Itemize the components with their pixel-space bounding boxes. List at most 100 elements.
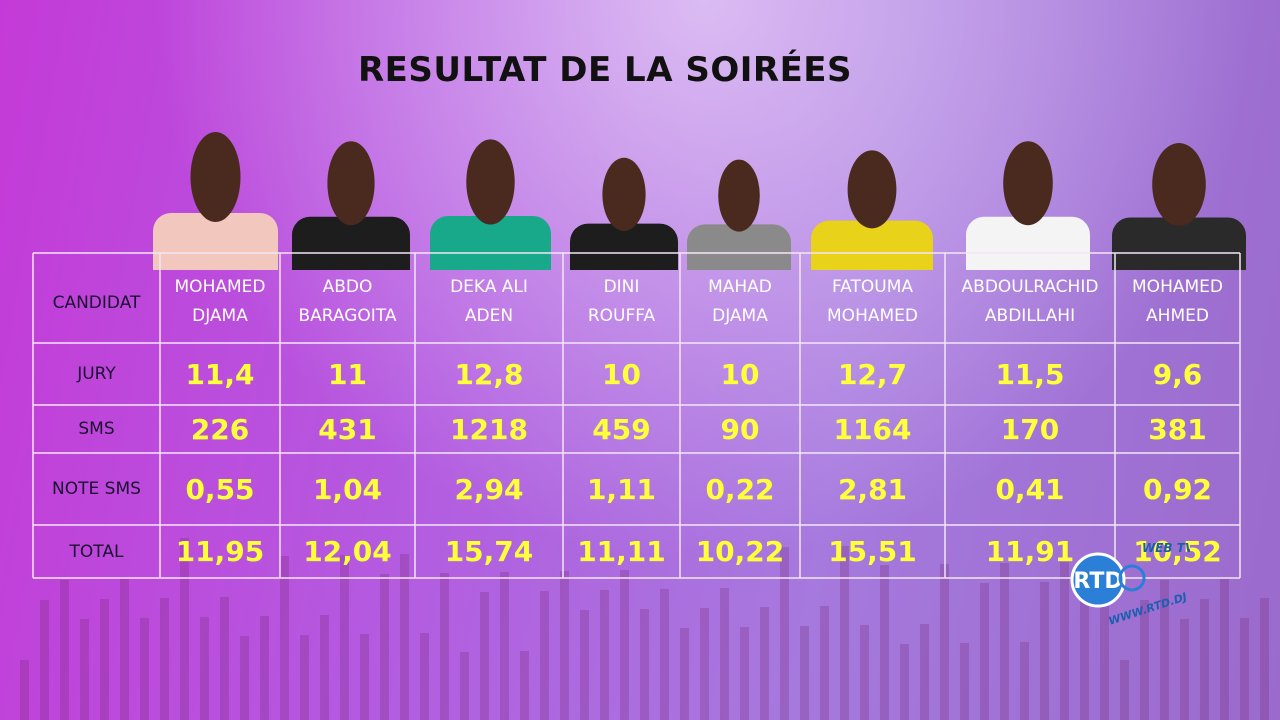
bg-bar (680, 628, 689, 720)
bg-bar (240, 636, 249, 720)
bg-bar (1080, 601, 1089, 720)
value: 2,94 (454, 472, 524, 506)
value: 11,4 (185, 357, 255, 391)
name-line: ABDOULRACHID (961, 277, 1099, 297)
name-line: DJAMA (712, 306, 768, 326)
name-line: DJAMA (192, 306, 248, 326)
bg-bar (60, 580, 69, 720)
candidate-photo (966, 130, 1090, 270)
value: 170 (1000, 412, 1060, 446)
logo-mark: RTD (1073, 569, 1122, 594)
bg-bar (560, 571, 569, 720)
value: 11,5 (995, 357, 1065, 391)
bg-bar (1180, 619, 1189, 720)
value: 0,41 (995, 472, 1065, 506)
bg-bar (160, 598, 169, 720)
candidate-photo (687, 150, 791, 270)
bg-bar (320, 615, 329, 720)
bg-bar (280, 556, 289, 720)
bg-bar (1260, 598, 1269, 720)
bg-bar (1140, 600, 1149, 720)
bg-bar (1000, 563, 1009, 720)
row-label: JURY (77, 364, 116, 384)
candidate-photo (430, 128, 551, 270)
bg-bar (520, 651, 529, 720)
value: 10 (602, 357, 641, 391)
title: RESULTAT DE LA SOIRÉES (357, 50, 853, 90)
value: 381 (1148, 412, 1207, 446)
bg-bar (1220, 579, 1229, 720)
value: 0,92 (1142, 472, 1213, 506)
value: 11,11 (577, 535, 666, 568)
bg-bar (340, 555, 349, 720)
bg-bar (700, 608, 709, 720)
bg-bar (1020, 642, 1029, 720)
bg-bar (800, 626, 809, 720)
bg-bar (740, 627, 749, 720)
candidate-name: ABDO BARAGOITA (280, 253, 415, 343)
name-line: MOHAMED (1132, 277, 1223, 297)
bg-bar (1240, 618, 1249, 720)
bg-bar (1100, 581, 1109, 720)
bg-bar (1200, 599, 1209, 720)
logo-top: WEB TV (1142, 541, 1190, 555)
bg-bar (360, 634, 369, 720)
bg-bar (300, 635, 309, 720)
bg-bar (860, 625, 869, 720)
candidate-photo (811, 140, 933, 270)
name-line: ADEN (464, 306, 514, 326)
bg-bar (620, 570, 629, 720)
name-line: FATOUMA (831, 277, 914, 297)
candidate-photo (570, 148, 678, 270)
bg-bar (140, 618, 149, 720)
bg-bar (920, 624, 929, 720)
value: 9,6 (1152, 357, 1203, 391)
bg-bar (600, 590, 609, 720)
bg-bar (260, 616, 269, 720)
name-line: DEKA ALI (450, 277, 528, 297)
bg-bar (940, 564, 949, 720)
bg-bar (400, 554, 409, 720)
value: 12,04 (303, 535, 392, 568)
name-line: BARAGOITA (298, 306, 397, 326)
value: 11 (328, 357, 367, 391)
value: 11,91 (985, 535, 1075, 568)
bg-bar (780, 547, 789, 720)
candidate-photo (1112, 132, 1246, 270)
value: 10,22 (695, 535, 785, 568)
value: 1,11 (586, 472, 657, 506)
candidate-name: ABDOULRACHID ABDILLAHI (945, 253, 1115, 343)
bg-bar (840, 546, 849, 720)
candidate-name: MOHAMED DJAMA (160, 253, 280, 343)
name-line: ABDO (322, 277, 373, 297)
value: 0,55 (185, 472, 255, 506)
bg-bar (960, 643, 969, 720)
bg-bar (20, 660, 29, 720)
row-label: SMS (78, 419, 115, 439)
value: 15,51 (828, 535, 917, 568)
candidate-photo (153, 120, 278, 270)
bg-bar (760, 607, 769, 720)
candidate-name: DEKA ALI ADEN (415, 253, 563, 343)
bg-bar (540, 591, 549, 720)
bg-bar (900, 644, 909, 720)
bg-bar (180, 538, 189, 720)
value: 226 (190, 412, 250, 446)
value: 2,81 (837, 472, 908, 506)
name-line: MAHAD (708, 277, 772, 297)
bg-bar (500, 572, 509, 720)
bg-bar (1060, 562, 1069, 720)
bg-bar (720, 588, 729, 720)
bg-bar (660, 589, 669, 720)
name-line: MOHAMED (174, 277, 266, 297)
value: 12,7 (837, 357, 908, 391)
value: 15,74 (444, 535, 534, 568)
name-line: DINI (603, 277, 640, 297)
bg-bar (460, 652, 469, 720)
name-line: ROUFFA (587, 306, 656, 326)
name-line: AHMED (1146, 306, 1209, 326)
candidate-name: MOHAMED AHMED (1115, 253, 1240, 343)
candidate-name: DINI ROUFFA (563, 253, 680, 343)
